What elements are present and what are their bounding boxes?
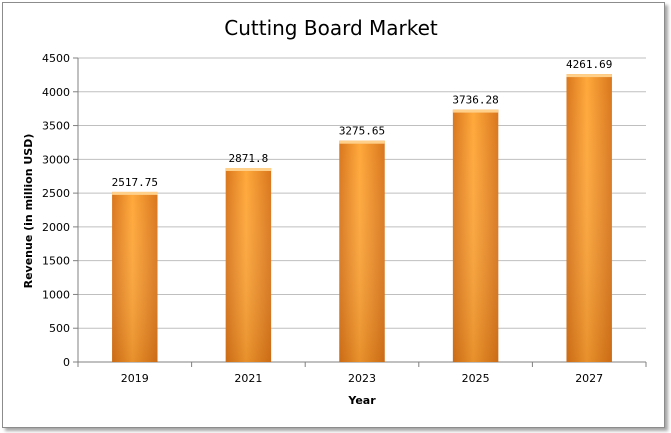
bar-shade-2027 xyxy=(566,74,612,362)
x-tick-label: 2025 xyxy=(462,372,490,385)
y-tick-label: 2500 xyxy=(42,187,70,200)
y-axis-title: Revenue (in million USD) xyxy=(22,134,35,289)
bar-shade-2023 xyxy=(339,140,385,362)
data-label-2027: 4261.69 xyxy=(566,58,612,71)
data-label-2019: 2517.75 xyxy=(112,176,158,189)
y-tick-label: 2000 xyxy=(42,221,70,234)
y-tick-label: 4500 xyxy=(42,52,70,65)
y-tick-label: 1500 xyxy=(42,255,70,268)
tick-labels: 0 500 1000 1500 2000 2500 3000 3500 4000 4500 2517… xyxy=(42,52,612,385)
data-label-2025: 3736.28 xyxy=(452,94,498,107)
bar-cap-2019 xyxy=(112,191,158,195)
x-tick-label: 2023 xyxy=(348,372,376,385)
chart-title: Cutting Board Market xyxy=(224,16,438,40)
bar-cap-2021 xyxy=(225,167,272,171)
bar-shade-2021 xyxy=(225,167,272,362)
bar-shade-2019 xyxy=(112,191,158,362)
bar-shade-2025 xyxy=(452,109,499,362)
y-tick-label: 4000 xyxy=(42,86,70,99)
y-tick-label: 3500 xyxy=(42,120,70,133)
x-tick-label: 2021 xyxy=(234,372,262,385)
bars xyxy=(112,74,612,362)
y-tick-label: 500 xyxy=(49,322,70,335)
bar-cap-2023 xyxy=(339,140,385,144)
y-tick-label: 3000 xyxy=(42,153,70,166)
y-tick-label: 1000 xyxy=(42,288,70,301)
y-tick-label: 0 xyxy=(63,356,70,369)
bar-cap-2027 xyxy=(566,74,612,78)
data-label-2021: 2871.8 xyxy=(229,152,269,165)
bar-cap-2025 xyxy=(452,109,499,113)
x-axis-title: Year xyxy=(347,394,376,407)
data-label-2023: 3275.65 xyxy=(339,125,385,138)
x-tick-label: 2027 xyxy=(575,372,603,385)
x-tick-label: 2019 xyxy=(121,372,149,385)
